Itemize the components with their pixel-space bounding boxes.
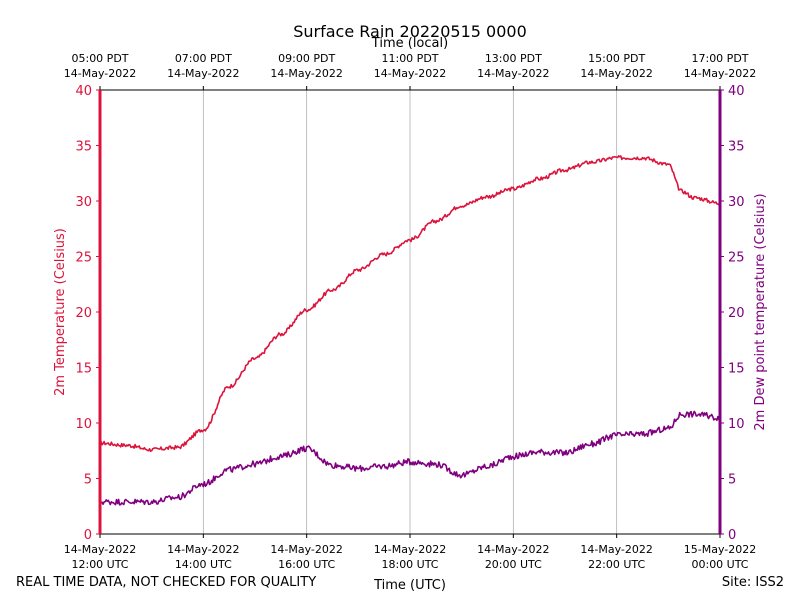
- top-x-tick-label: 05:00 PDT: [71, 52, 128, 65]
- top-x-tick-label: 11:00 PDT: [381, 52, 438, 65]
- left-y-tick-label: 35: [75, 140, 92, 155]
- left-y-axis-label: 2m Temperature (Celsius): [53, 228, 68, 396]
- x-tick-label: 14-May-2022: [580, 543, 652, 556]
- right-y-tick-label: 15: [728, 362, 745, 377]
- x-axis-label: Time (UTC): [373, 578, 446, 593]
- x-tick-label: 14-May-2022: [167, 543, 239, 556]
- bottom-x-ticks: 14-May-2022 12:00 UTC 14-May-2022 14:00 UTC…: [64, 534, 756, 571]
- top-x-tick-label: 09:00 PDT: [278, 52, 335, 65]
- dewpoint-series-line: [99, 410, 721, 506]
- top-x-ticks: 05:00 PDT 14-May-2022 07:00 PDT 14-May-2022…: [64, 52, 756, 90]
- left-y-ticks: 0 5 10 15 20 25 30 35 40: [75, 84, 100, 543]
- left-y-tick-label: 40: [75, 84, 92, 99]
- left-y-tick-label: 10: [75, 417, 92, 432]
- top-x-tick-label: 14-May-2022: [580, 67, 652, 80]
- x-tick-label: 12:00 UTC: [71, 558, 128, 571]
- right-y-tick-label: 40: [728, 84, 745, 99]
- right-y-tick-label: 5: [728, 473, 736, 488]
- series-layer: [99, 155, 721, 506]
- x-tick-label: 14-May-2022: [374, 543, 446, 556]
- top-x-tick-label: 15:00 PDT: [588, 52, 645, 65]
- chart-title: Surface Rain 20220515 0000: [293, 22, 527, 41]
- right-y-tick-label: 30: [728, 195, 745, 210]
- top-x-tick-label: 07:00 PDT: [175, 52, 232, 65]
- left-y-tick-label: 30: [75, 195, 92, 210]
- right-y-tick-label: 20: [728, 306, 745, 321]
- right-y-ticks: 0 5 10 15 20 25 30 35 40: [720, 84, 745, 543]
- right-y-tick-label: 25: [728, 251, 745, 266]
- top-x-tick-label: 14-May-2022: [270, 67, 342, 80]
- top-x-tick-label: 14-May-2022: [374, 67, 446, 80]
- temperature-series-line: [99, 155, 720, 453]
- x-tick-label: 20:00 UTC: [485, 558, 542, 571]
- x-tick-label: 14-May-2022: [270, 543, 342, 556]
- quality-disclaimer: REAL TIME DATA, NOT CHECKED FOR QUALITY: [16, 575, 317, 590]
- top-x-tick-label: 14-May-2022: [684, 67, 756, 80]
- x-tick-label: 00:00 UTC: [691, 558, 748, 571]
- left-y-tick-label: 25: [75, 251, 92, 266]
- x-tick-label: 22:00 UTC: [588, 558, 645, 571]
- chart-grid: [202, 90, 618, 534]
- left-y-tick-label: 15: [75, 362, 92, 377]
- x-tick-label: 16:00 UTC: [278, 558, 335, 571]
- x-tick-label: 18:00 UTC: [381, 558, 438, 571]
- x-tick-label: 14:00 UTC: [175, 558, 232, 571]
- x-tick-label: 15-May-2022: [684, 543, 756, 556]
- top-axis-label: Time (local): [371, 36, 448, 51]
- right-y-tick-label: 35: [728, 140, 745, 155]
- x-tick-label: 14-May-2022: [64, 543, 136, 556]
- top-x-tick-label: 14-May-2022: [477, 67, 549, 80]
- right-y-axis-label: 2m Dew point temperature (Celsius): [753, 193, 768, 430]
- left-y-tick-label: 0: [84, 528, 92, 543]
- x-tick-label: 14-May-2022: [477, 543, 549, 556]
- right-y-tick-label: 10: [728, 417, 745, 432]
- right-y-tick-label: 0: [728, 528, 736, 543]
- left-y-tick-label: 5: [84, 473, 92, 488]
- top-x-tick-label: 13:00 PDT: [485, 52, 542, 65]
- top-x-tick-label: 17:00 PDT: [691, 52, 748, 65]
- left-y-tick-label: 20: [75, 306, 92, 321]
- site-label: Site: ISS2: [721, 575, 784, 590]
- top-x-tick-label: 14-May-2022: [167, 67, 239, 80]
- top-x-tick-label: 14-May-2022: [64, 67, 136, 80]
